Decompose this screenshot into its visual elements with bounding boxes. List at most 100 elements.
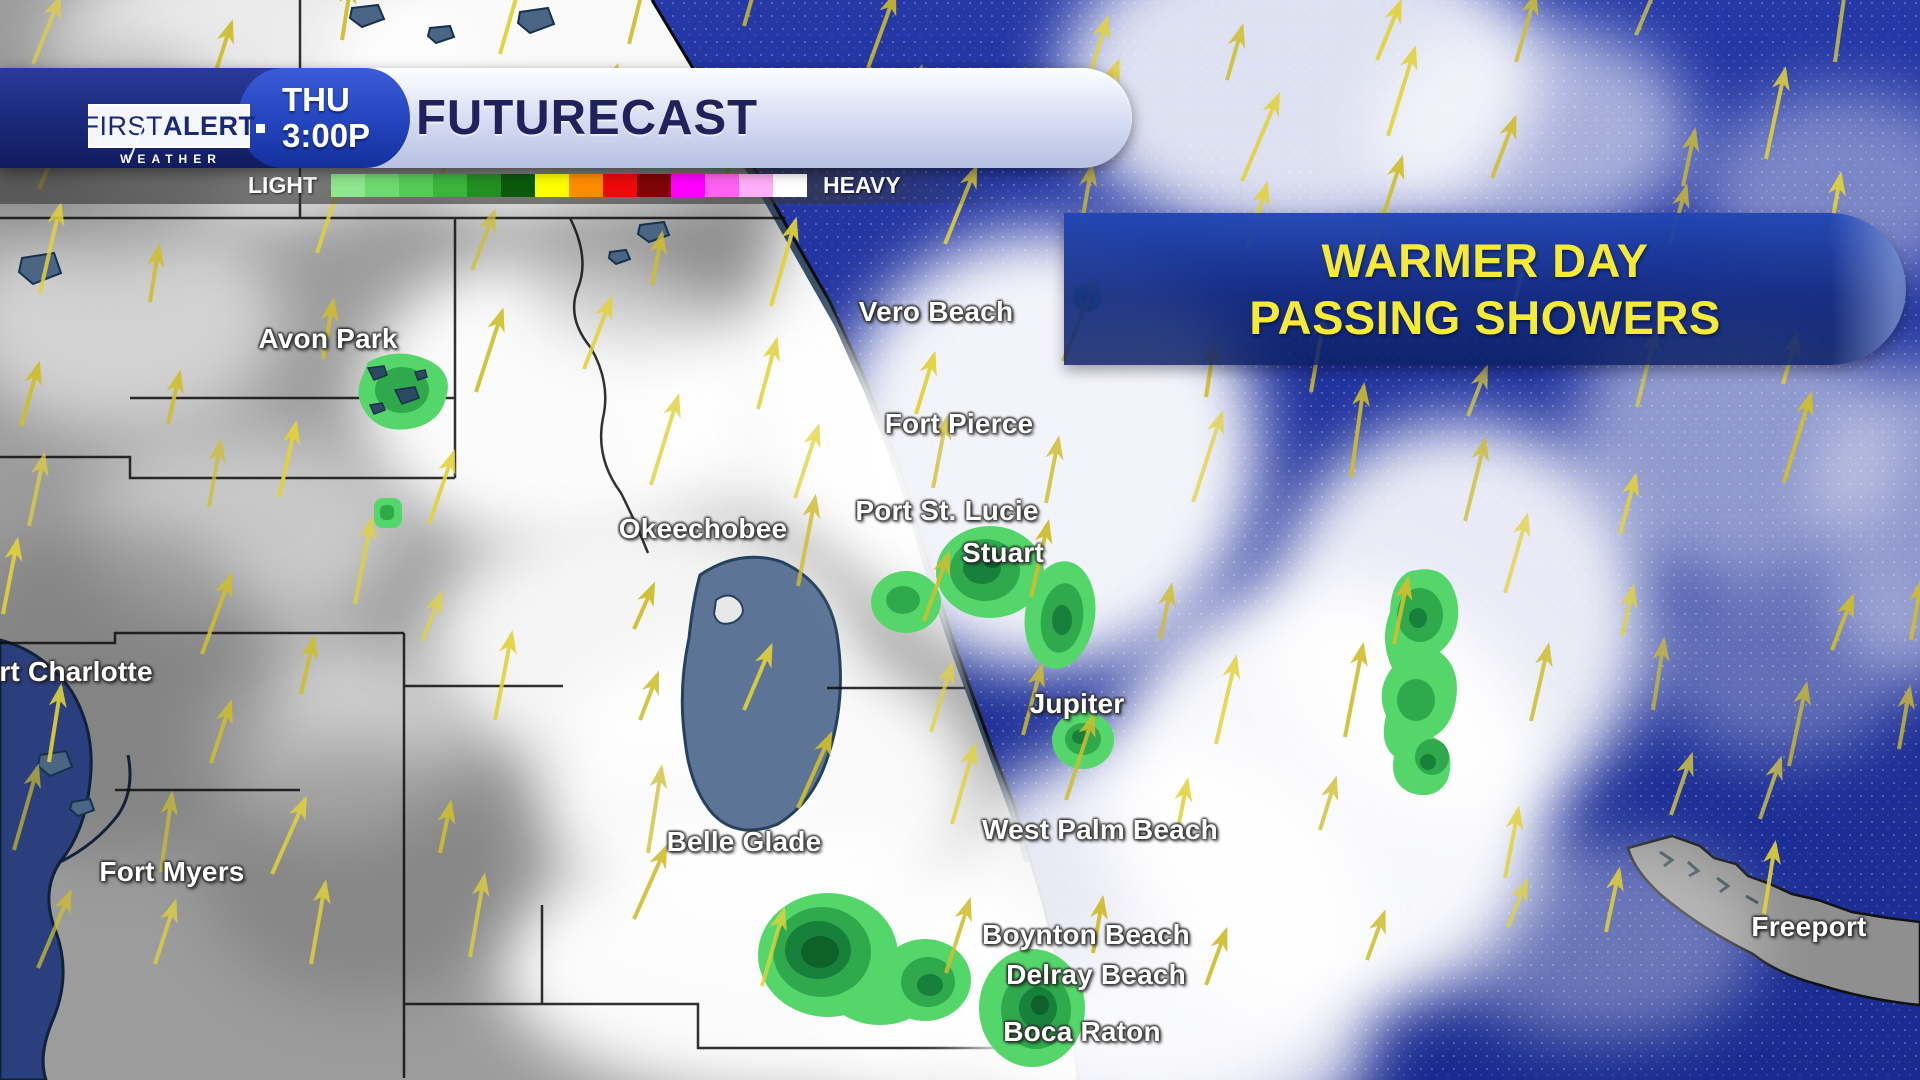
legend-swatch <box>433 174 467 197</box>
wind-arrow-icon <box>1681 127 1700 187</box>
legend-swatch <box>399 174 433 197</box>
wind-arrow-icon <box>153 898 178 965</box>
wind-arrow-icon <box>1158 582 1176 640</box>
wind-arrow-icon <box>209 699 233 764</box>
city-label: Delray Beach <box>1006 959 1186 990</box>
wind-arrow-icon <box>1634 0 1666 36</box>
wind-arrow-icon <box>1782 391 1814 483</box>
estuary-inlet <box>59 754 132 864</box>
wind-arrow-icon <box>649 230 667 286</box>
wind-arrow-icon <box>632 581 656 630</box>
wind-arrow-icon <box>420 590 443 642</box>
wind-arrow-icon <box>200 572 233 655</box>
city-label: Boynton Beach <box>982 919 1190 950</box>
wind-arrow-icon <box>1349 381 1370 478</box>
wind-arrow-icon <box>1386 45 1418 137</box>
legend-swatch <box>569 174 603 197</box>
wind-arrow-icon <box>1618 472 1640 535</box>
logo-dot-icon <box>256 124 265 133</box>
wind-arrow-icon <box>1833 0 1850 63</box>
legend-swatch <box>501 174 535 197</box>
legend-swatch <box>739 174 773 197</box>
wind-arrow-icon <box>950 742 978 825</box>
wind-arrow-icon <box>627 0 648 45</box>
wind-arrow-icon <box>1908 577 1920 641</box>
wind-arrow-icon <box>646 764 668 854</box>
rain-blob-offshore <box>1381 569 1459 796</box>
wind-arrow-icon <box>1762 839 1781 915</box>
wind-arrow-icon <box>437 799 456 854</box>
wind-arrow-icon <box>1651 636 1670 711</box>
wind-arrow-icon <box>338 0 357 41</box>
wind-arrow-icon <box>470 208 497 271</box>
wind-arrow-icon <box>793 422 821 499</box>
legend-swatch <box>773 174 807 197</box>
city-label: Belle Glade <box>666 826 822 857</box>
wind-arrow-icon <box>207 438 226 508</box>
wind-arrow-icon <box>320 296 339 360</box>
rain-blob-lake-west <box>374 498 402 528</box>
headline-line-1: WARMER DAY <box>1321 234 1649 287</box>
wind-arrow-icon <box>1758 755 1783 820</box>
wind-arrow-icon <box>632 844 668 920</box>
wind-arrow-icon <box>1375 0 1403 61</box>
wind-arrow-icon <box>1787 680 1811 767</box>
city-label: Port St. Lucie <box>855 495 1039 526</box>
rain-blob-delray <box>979 949 1085 1067</box>
wind-arrow-icon <box>31 0 62 65</box>
lake-okeechobee <box>680 555 842 832</box>
wind-arrow-icon <box>353 515 377 605</box>
city-label: Stuart <box>961 537 1045 568</box>
wind-arrow-icon <box>922 550 951 622</box>
legend-color-scale <box>331 174 807 197</box>
wind-arrow-icon <box>277 420 301 498</box>
legend-swatch <box>467 174 501 197</box>
wind-arrow-icon <box>1514 0 1539 63</box>
wind-arrow-icon <box>1490 114 1517 179</box>
small-lakes <box>17 3 671 818</box>
county-borders <box>0 0 1063 1078</box>
legend-swatch <box>705 174 739 197</box>
wind-arrow-icon <box>1529 642 1553 722</box>
wind-arrow-icon <box>1463 436 1489 522</box>
wind-arrow-icon <box>931 415 952 489</box>
legend-swatch <box>637 174 671 197</box>
city-label: Boca Raton <box>1003 1016 1161 1047</box>
header-time-section <box>238 68 410 168</box>
first-alert-weather-logo: FIRST ALERT <box>83 104 255 148</box>
city-label: Jupiter <box>1029 688 1125 719</box>
wind-arrow-icon <box>468 872 490 958</box>
legend-swatch <box>671 174 705 197</box>
wind-arrow-icon <box>1029 519 1053 598</box>
lake-notch <box>712 594 744 625</box>
wind-arrow-icon <box>427 449 456 525</box>
wind-arrow-icon <box>796 731 833 809</box>
wind-arrow-icon <box>1604 866 1624 933</box>
wind-arrow-icon <box>1021 662 1045 736</box>
wind-arrow-icon <box>929 660 955 733</box>
wind-arrow-icon <box>796 493 821 587</box>
island-shore-detail <box>1659 850 1759 905</box>
wind-arrow-icon <box>166 369 184 425</box>
wind-arrow-icon <box>1044 435 1064 504</box>
city-label: Port Charlotte <box>0 656 153 687</box>
wind-arrow-icon <box>760 906 787 987</box>
wind-arrow-icon <box>1225 23 1246 81</box>
city-label: Vero Beach <box>858 296 1014 327</box>
wind-arrow-icon <box>159 790 178 873</box>
wind-arrow-icon <box>1669 751 1694 816</box>
wind-arrow-icon <box>1343 641 1368 738</box>
city-label: Okeechobee <box>618 513 788 544</box>
legend-swatch <box>603 174 637 197</box>
wind-arrow-icon <box>1506 877 1529 928</box>
page-title: FUTURECAST <box>416 91 759 145</box>
precip-intensity-legend: LIGHT HEAVY <box>0 167 1010 204</box>
wind-arrow-icon <box>27 451 49 527</box>
wind-arrow-icon <box>1365 909 1386 961</box>
forecast-day: THU <box>282 81 350 118</box>
wind-arrow-icon <box>742 642 773 711</box>
legend-swatch <box>331 174 365 197</box>
wind-arrow-icon <box>12 763 41 851</box>
